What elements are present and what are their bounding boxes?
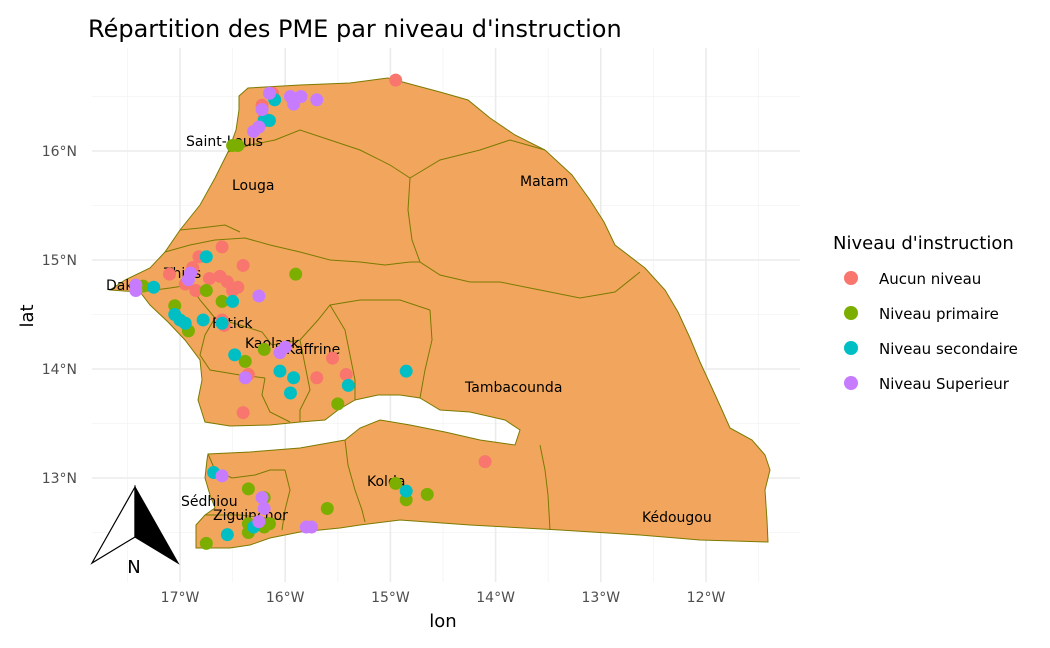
point-aucun bbox=[478, 455, 492, 469]
point-superieur bbox=[252, 515, 266, 529]
point-primaire bbox=[289, 267, 303, 281]
point-superieur bbox=[255, 103, 269, 117]
point-secondaire bbox=[178, 316, 192, 330]
x-tick-label: 15°W bbox=[371, 590, 410, 606]
x-tick-label: 14°W bbox=[476, 590, 515, 606]
x-axis-ticks: 17°W 16°W 15°W 14°W 13°W 12°W bbox=[161, 590, 726, 606]
point-primaire bbox=[331, 397, 345, 411]
point-secondaire bbox=[228, 348, 242, 362]
y-tick-label: 16°N bbox=[42, 144, 77, 160]
x-tick-label: 12°W bbox=[687, 590, 726, 606]
legend-swatch-primaire bbox=[844, 306, 858, 320]
x-tick-label: 13°W bbox=[581, 590, 620, 606]
x-tick-label: 16°W bbox=[266, 590, 305, 606]
label-louga: Louga bbox=[232, 178, 274, 194]
point-superieur bbox=[262, 86, 276, 100]
point-secondaire bbox=[226, 294, 240, 308]
point-aucun bbox=[236, 406, 250, 420]
chart-title: Répartition des PME par niveau d'instruc… bbox=[88, 15, 622, 43]
legend-label-secondaire: Niveau secondaire bbox=[879, 340, 1018, 358]
label-kaffrine: Kaffrine bbox=[286, 342, 340, 358]
point-superieur bbox=[305, 520, 318, 534]
point-primaire bbox=[215, 294, 229, 308]
point-secondaire bbox=[283, 386, 297, 400]
point-superieur bbox=[255, 491, 269, 505]
point-superieur bbox=[310, 93, 324, 107]
legend-swatch-superieur bbox=[844, 376, 858, 390]
point-aucun bbox=[389, 73, 403, 87]
point-superieur bbox=[238, 371, 252, 385]
point-primaire bbox=[199, 536, 213, 550]
pme-points bbox=[129, 73, 492, 550]
point-primaire bbox=[238, 354, 252, 368]
x-tick-label: 17°W bbox=[161, 590, 200, 606]
label-sedhiou: Sédhiou bbox=[181, 494, 238, 510]
point-superieur bbox=[252, 289, 266, 303]
point-superieur bbox=[215, 469, 229, 483]
point-aucun bbox=[215, 240, 229, 254]
point-secondaire bbox=[147, 280, 161, 294]
point-superieur bbox=[257, 502, 271, 516]
senegal-outline bbox=[108, 77, 771, 549]
point-aucun bbox=[162, 267, 176, 281]
point-secondaire bbox=[341, 378, 355, 392]
legend: Niveau d'instruction Aucun niveau Niveau… bbox=[833, 233, 1018, 393]
point-superieur bbox=[278, 340, 292, 354]
point-primaire bbox=[241, 482, 255, 496]
label-tambacounda: Tambacounda bbox=[464, 380, 562, 396]
point-secondaire bbox=[287, 371, 301, 385]
point-secondaire bbox=[196, 313, 210, 327]
point-primaire bbox=[231, 139, 245, 153]
point-aucun bbox=[189, 284, 203, 298]
point-primaire bbox=[257, 342, 271, 356]
legend-item-secondaire: Niveau secondaire bbox=[844, 340, 1018, 358]
label-matam: Matam bbox=[520, 174, 568, 190]
point-aucun bbox=[236, 258, 250, 272]
legend-title: Niveau d'instruction bbox=[833, 233, 1014, 254]
north-label: N bbox=[127, 557, 140, 578]
x-axis-title: lon bbox=[429, 611, 456, 632]
point-secondaire bbox=[273, 364, 287, 378]
point-secondaire bbox=[215, 316, 229, 330]
point-superieur bbox=[287, 97, 301, 111]
y-tick-label: 14°N bbox=[42, 362, 77, 378]
point-primaire bbox=[199, 284, 213, 298]
point-aucun bbox=[326, 351, 340, 365]
point-aucun bbox=[339, 367, 353, 381]
legend-swatch-aucun bbox=[844, 271, 858, 285]
y-axis-title: lat bbox=[17, 304, 38, 327]
point-secondaire bbox=[199, 250, 213, 264]
point-superieur bbox=[247, 124, 261, 138]
legend-item-superieur: Niveau Superieur bbox=[844, 375, 1010, 393]
point-aucun bbox=[226, 284, 240, 298]
legend-swatch-secondaire bbox=[844, 341, 858, 355]
y-tick-label: 15°N bbox=[42, 253, 77, 269]
point-primaire bbox=[420, 487, 434, 501]
point-primaire bbox=[320, 502, 334, 516]
legend-label-aucun: Aucun niveau bbox=[879, 270, 981, 288]
y-axis-ticks: 16°N 15°N 14°N 13°N bbox=[42, 144, 77, 487]
north-arrow-left bbox=[90, 484, 136, 565]
point-aucun bbox=[310, 371, 324, 385]
point-secondaire bbox=[220, 528, 234, 542]
point-primaire bbox=[389, 476, 403, 490]
point-secondaire bbox=[399, 484, 413, 498]
north-arrow-right bbox=[134, 484, 180, 565]
point-superieur bbox=[184, 266, 198, 280]
point-secondaire bbox=[399, 364, 413, 378]
label-kedougou: Kédougou bbox=[642, 510, 712, 526]
point-superieur bbox=[129, 278, 143, 292]
north-arrow: N bbox=[90, 484, 180, 578]
y-tick-label: 13°N bbox=[42, 471, 77, 487]
legend-label-superieur: Niveau Superieur bbox=[879, 375, 1010, 393]
point-aucun bbox=[202, 272, 216, 286]
legend-label-primaire: Niveau primaire bbox=[879, 305, 999, 323]
legend-item-aucun: Aucun niveau bbox=[844, 270, 981, 288]
legend-item-primaire: Niveau primaire bbox=[844, 305, 999, 323]
